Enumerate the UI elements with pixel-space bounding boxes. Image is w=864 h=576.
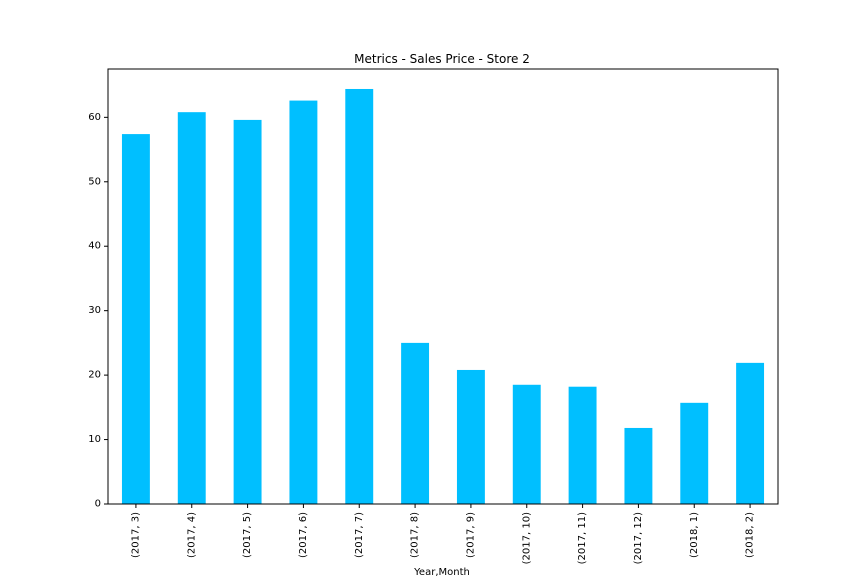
y-tick-label: 60: [88, 112, 101, 123]
bar-4: [289, 100, 318, 505]
bar-12: [736, 362, 765, 504]
bars-group: [121, 88, 765, 505]
x-tick-label: (2017, 11): [577, 512, 588, 564]
y-tick-label: 30: [88, 305, 101, 316]
x-axis-label: Year,Month: [413, 567, 470, 576]
bar-5: [345, 88, 374, 504]
plot-frame: [107, 68, 779, 505]
bar-8: [512, 384, 541, 504]
bar-2: [177, 112, 206, 504]
bar-6: [401, 342, 430, 504]
x-tick-label: (2018, 1): [689, 512, 700, 558]
x-tick-label: (2017, 4): [186, 512, 197, 558]
chart-title: Metrics - Sales Price - Store 2: [354, 52, 530, 66]
y-tick-label: 20: [88, 370, 101, 381]
y-tick-label: 40: [88, 241, 101, 252]
y-axis: 0 10 20 30 40 50 60: [88, 112, 108, 510]
y-tick-label: 10: [88, 434, 101, 445]
bar-11: [680, 402, 709, 504]
y-tick-label: 50: [88, 176, 101, 187]
y-tick-label: 0: [95, 499, 101, 510]
x-axis: (2017, 3) (2017, 4) (2017, 5) (2017, 6) (201…: [130, 504, 756, 564]
bar-3: [233, 119, 262, 505]
x-tick-label: (2017, 3): [130, 512, 141, 558]
x-tick-label: (2017, 12): [633, 512, 644, 564]
bar-9: [568, 386, 597, 504]
bar-7: [456, 369, 485, 504]
x-tick-label: (2017, 9): [465, 512, 476, 558]
x-tick-label: (2017, 5): [242, 512, 253, 558]
x-tick-label: (2017, 10): [521, 512, 532, 564]
x-tick-label: (2018, 2): [745, 512, 756, 558]
bar-1: [121, 134, 150, 505]
x-tick-label: (2017, 7): [354, 512, 365, 558]
x-tick-label: (2017, 8): [410, 512, 421, 558]
x-tick-label: (2017, 6): [298, 512, 309, 558]
bar-10: [624, 427, 653, 504]
